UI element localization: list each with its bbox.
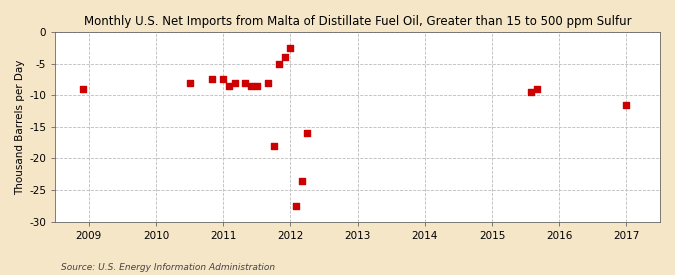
Point <box>621 103 632 107</box>
Point <box>273 61 284 66</box>
Point <box>279 55 290 59</box>
Point <box>184 80 195 85</box>
Point <box>223 84 234 88</box>
Point <box>218 77 229 82</box>
Point <box>78 87 89 91</box>
Point <box>268 144 279 148</box>
Point <box>532 87 543 91</box>
Y-axis label: Thousand Barrels per Day: Thousand Barrels per Day <box>15 59 25 194</box>
Text: Source: U.S. Energy Information Administration: Source: U.S. Energy Information Administ… <box>61 263 275 271</box>
Point <box>290 204 301 208</box>
Point <box>526 90 537 94</box>
Title: Monthly U.S. Net Imports from Malta of Distillate Fuel Oil, Greater than 15 to 5: Monthly U.S. Net Imports from Malta of D… <box>84 15 631 28</box>
Point <box>296 178 307 183</box>
Point <box>263 80 273 85</box>
Point <box>285 46 296 50</box>
Point <box>302 131 313 135</box>
Point <box>251 84 262 88</box>
Point <box>240 80 251 85</box>
Point <box>207 77 217 82</box>
Point <box>246 84 256 88</box>
Point <box>230 80 240 85</box>
